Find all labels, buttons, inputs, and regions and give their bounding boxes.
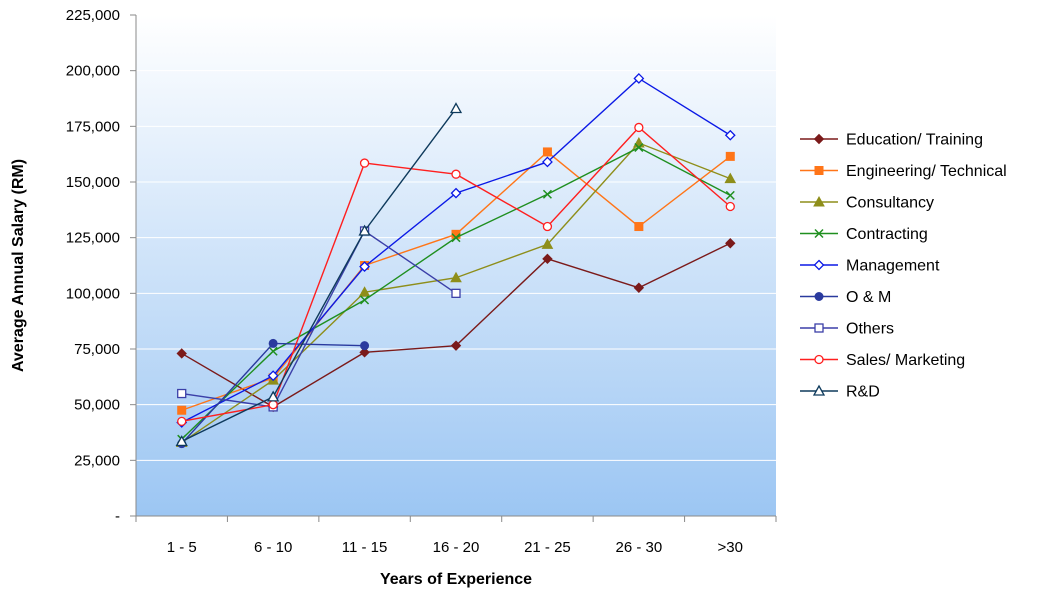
legend-marker	[814, 166, 824, 175]
data-point	[268, 338, 278, 348]
y-tick-label: 200,000	[66, 63, 120, 80]
data-point	[359, 158, 370, 168]
y-axis-title: Average Annual Salary (RM)	[10, 159, 27, 372]
data-point	[633, 73, 645, 84]
x-tick-label: 16 - 20	[433, 539, 480, 556]
legend-marker	[814, 354, 824, 365]
legend-marker	[813, 133, 825, 145]
legend-label: Sales/ Marketing	[846, 352, 965, 369]
data-point	[542, 253, 553, 265]
legend-item: Sales/ Marketing	[800, 352, 965, 369]
data-point	[175, 435, 188, 447]
legend-label: Others	[846, 321, 894, 338]
series-line	[181, 108, 457, 443]
y-tick-label: 150,000	[66, 174, 120, 191]
legend-marker	[813, 259, 825, 271]
series-layer	[175, 73, 737, 449]
data-point	[725, 238, 736, 249]
legend-label: O & M	[846, 289, 891, 306]
y-tick-label: 125,000	[66, 230, 120, 247]
data-point	[725, 201, 735, 212]
legend-item: Engineering/ Technical	[800, 163, 1007, 180]
y-tick-label: 100,000	[66, 285, 120, 302]
data-point	[725, 151, 735, 161]
legend-label: Consultancy	[846, 195, 934, 212]
data-point	[177, 416, 187, 427]
data-point	[360, 341, 370, 351]
y-tick-label: 225,000	[66, 7, 120, 24]
data-point	[451, 233, 461, 243]
data-point	[451, 169, 461, 179]
data-point	[267, 390, 280, 402]
legend-marker	[814, 292, 824, 301]
data-point	[541, 238, 554, 249]
data-point	[542, 156, 553, 168]
data-point	[725, 190, 735, 200]
legend-label: R&D	[846, 384, 880, 401]
y-tick-label: 75,000	[74, 341, 120, 358]
y-tick-label: -	[115, 508, 120, 525]
data-point	[449, 102, 463, 114]
x-tick-label: 11 - 15	[342, 539, 388, 556]
legend: Education/ Training Engineering/ Technica…	[800, 132, 1007, 401]
data-point	[634, 122, 644, 133]
data-point	[633, 282, 645, 293]
x-tick-label: 1 - 5	[167, 539, 197, 556]
legend-item: R&D	[800, 384, 880, 401]
legend-label: Management	[846, 258, 940, 275]
legend-item: Contracting	[800, 226, 928, 243]
data-point	[268, 346, 278, 356]
data-point	[358, 286, 371, 297]
data-point	[267, 370, 279, 382]
data-point	[634, 142, 644, 153]
data-point	[542, 189, 552, 199]
x-tick-label: 21 - 25	[524, 539, 571, 556]
data-point	[451, 288, 461, 298]
data-point	[450, 187, 462, 199]
data-point	[542, 221, 553, 232]
series-3	[177, 142, 735, 444]
legend-marker	[814, 323, 824, 333]
data-point	[268, 400, 278, 410]
y-tick-label: 175,000	[66, 118, 120, 135]
data-point	[176, 348, 187, 359]
data-point	[724, 129, 736, 141]
plot-area	[136, 15, 776, 516]
data-point	[177, 405, 187, 415]
data-point	[359, 347, 370, 358]
legend-marker	[814, 228, 824, 239]
legend-item: O & M	[800, 289, 891, 306]
legend-marker	[812, 384, 826, 396]
data-point	[724, 172, 737, 184]
x-tick-label: >30	[718, 539, 743, 556]
data-point	[359, 261, 370, 273]
data-point	[450, 271, 462, 283]
data-point	[634, 222, 644, 232]
legend-label: Engineering/ Technical	[846, 163, 1007, 180]
data-point	[360, 295, 370, 305]
y-tick-label: 25,000	[74, 452, 120, 469]
legend-item: Others	[800, 321, 894, 338]
x-axis-title: Years of Experience	[380, 571, 532, 588]
legend-label: Education/ Training	[846, 132, 983, 149]
data-point	[450, 340, 462, 351]
data-point	[177, 388, 187, 399]
x-tick-label: 6 - 10	[254, 539, 292, 556]
legend-item: Management	[800, 258, 940, 275]
legend-item: Consultancy	[800, 195, 934, 212]
data-point	[358, 224, 371, 236]
axes: - 25,000 50,000 75,000 100,000 125,000 150,000…	[66, 7, 777, 556]
y-tick-label: 50,000	[74, 397, 120, 414]
series-7	[177, 122, 735, 427]
legend-item: Education/ Training	[800, 132, 983, 149]
x-tick-label: 26 - 30	[616, 539, 663, 556]
series-8	[175, 102, 463, 447]
legend-marker	[813, 195, 825, 207]
series-line	[181, 229, 457, 408]
data-point	[542, 147, 552, 157]
legend-label: Contracting	[846, 226, 928, 243]
